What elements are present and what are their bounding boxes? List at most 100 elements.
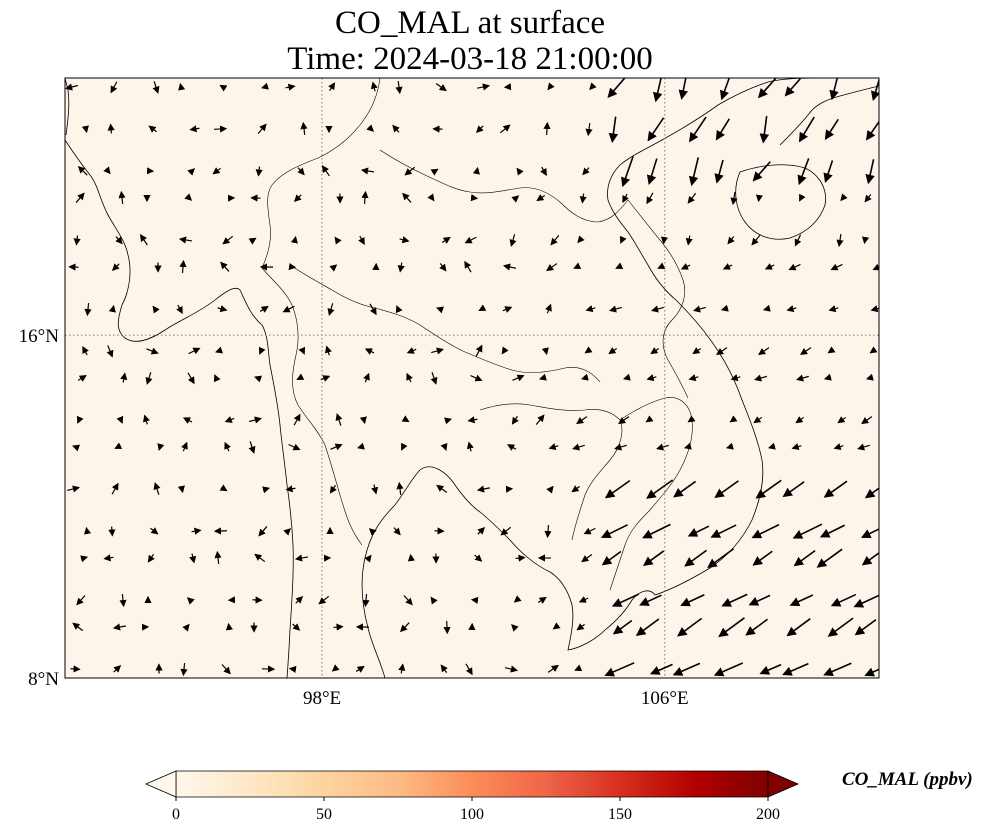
wind-arrow — [362, 593, 370, 608]
wind-arrow — [583, 527, 596, 535]
wind-arrow — [81, 125, 89, 134]
wind-arrow — [110, 81, 118, 94]
wind-arrow — [720, 304, 729, 312]
wind-arrow — [67, 485, 80, 493]
wind-arrow — [257, 123, 267, 134]
wind-arrow — [327, 303, 335, 316]
wind-arrow — [106, 345, 114, 358]
wind-arrow — [477, 526, 486, 535]
wind-arrow — [545, 303, 552, 314]
wind-arrow — [823, 373, 832, 381]
wind-arrow — [220, 261, 230, 272]
wind-arrow — [577, 235, 585, 244]
wind-arrow — [293, 194, 302, 203]
wind-arrow — [70, 665, 81, 673]
wind-arrow — [404, 166, 416, 176]
wind-arrow — [707, 548, 735, 569]
border-thailand-myanmar — [261, 267, 363, 546]
wind-arrow — [292, 623, 301, 631]
wind-arrow — [864, 194, 872, 203]
wind-arrow — [363, 372, 370, 383]
wind-arrow — [397, 262, 405, 273]
wind-arrow — [552, 622, 561, 630]
wind-arrow — [719, 78, 731, 101]
wind-arrow — [182, 623, 190, 632]
wind-arrow — [254, 375, 263, 383]
wind-arrow — [441, 236, 451, 244]
wind-arrow — [693, 305, 706, 313]
wind-arrow — [582, 167, 590, 176]
wind-arrow — [213, 125, 228, 133]
wind-arrow — [571, 485, 581, 493]
wind-arrow — [500, 526, 512, 536]
wind-arrow — [722, 263, 733, 270]
wind-arrow — [290, 235, 298, 244]
wind-arrow — [791, 443, 802, 451]
wind-arrow — [444, 417, 453, 425]
wind-arrow — [512, 374, 525, 382]
wind-arrow — [861, 236, 870, 245]
lat-tick-label: 8°N — [28, 669, 59, 690]
wind-arrow — [540, 166, 547, 176]
wind-arrow — [721, 593, 748, 607]
wind-arrow — [642, 523, 671, 539]
wind-arrow — [293, 413, 301, 426]
wind-arrow — [262, 486, 271, 494]
wind-arrow — [725, 442, 734, 450]
wind-arrow — [837, 416, 847, 424]
wind-arrow — [184, 193, 193, 201]
wind-arrow — [622, 373, 631, 381]
wind-arrow — [364, 348, 375, 355]
wind-arrow — [604, 662, 635, 677]
wind-arrow — [120, 372, 128, 383]
wind-arrow — [752, 161, 771, 182]
wind-arrow — [142, 414, 150, 425]
wind-arrow — [757, 78, 778, 99]
wind-arrow — [356, 442, 365, 450]
wind-arrow — [836, 233, 844, 248]
wind-arrow — [502, 306, 513, 313]
wind-arrow — [403, 595, 413, 606]
colorbar-extend-high — [767, 770, 800, 798]
wind-arrow — [189, 553, 197, 564]
colorbar-tick-label: 0 — [172, 806, 180, 823]
wind-arrow — [84, 526, 92, 535]
wind-arrow — [296, 373, 305, 380]
wind-arrow — [103, 166, 111, 175]
wind-arrow — [288, 443, 301, 451]
wind-arrow — [430, 372, 438, 385]
wind-arrow — [794, 234, 802, 247]
wind-arrow — [652, 78, 663, 103]
wind-arrow — [103, 554, 114, 562]
wind-arrow — [753, 416, 763, 424]
wind-arrow — [511, 195, 520, 203]
border-myanmar-china — [261, 78, 381, 269]
wind-arrow — [157, 443, 165, 452]
wind-arrow — [148, 125, 157, 133]
wind-arrow — [188, 347, 201, 355]
colorbar-ticks: 0 50 100 150 200 — [172, 797, 780, 823]
wind-arrow — [72, 444, 81, 452]
wind-arrow — [112, 623, 127, 631]
wind-arrow — [329, 264, 338, 272]
wind-arrow — [182, 417, 193, 424]
wind-arrow — [752, 550, 773, 566]
wind-arrow — [361, 190, 369, 205]
wind-arrow — [782, 481, 805, 498]
wind-arrow — [364, 554, 372, 563]
wind-arrow — [784, 78, 801, 97]
colorbar-tick-label: 150 — [608, 806, 632, 823]
wind-arrow — [650, 347, 660, 355]
wind-arrow — [751, 523, 780, 539]
wind-arrow — [214, 550, 222, 565]
wind-arrow — [864, 667, 879, 677]
wind-arrow — [474, 554, 483, 562]
wind-arrow — [300, 121, 308, 136]
wind-vector-field — [65, 78, 879, 677]
wind-arrow — [176, 304, 183, 315]
wind-arrow — [407, 553, 415, 562]
wind-arrow — [687, 525, 710, 537]
wind-arrow — [585, 122, 593, 137]
wind-arrow — [680, 594, 705, 607]
wind-arrow — [635, 618, 660, 636]
